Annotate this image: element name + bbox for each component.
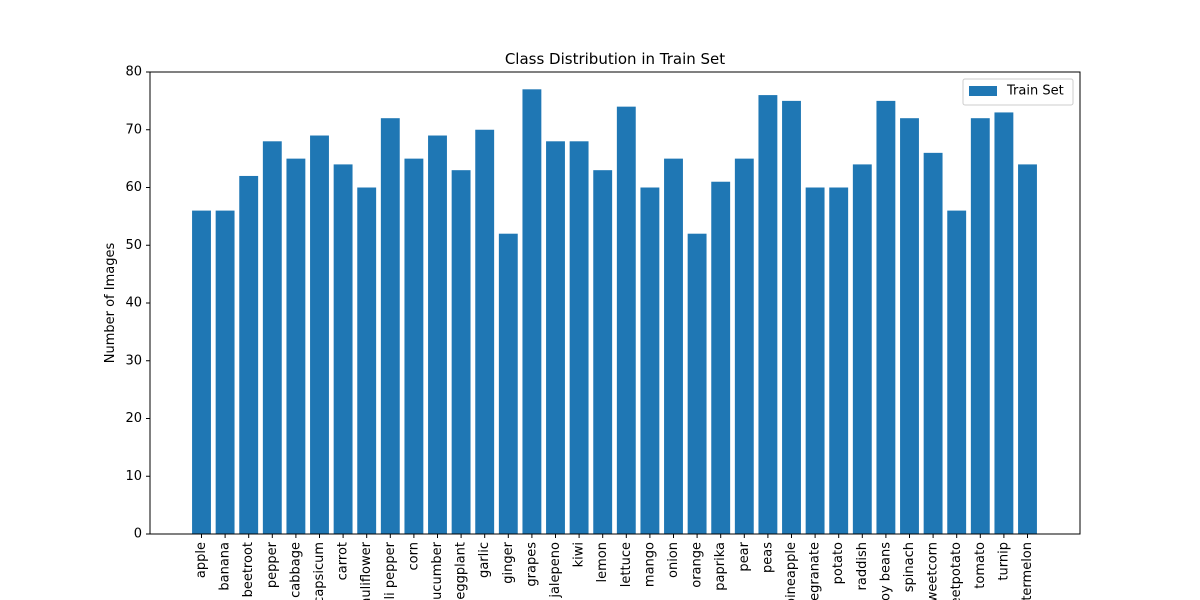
bar-ginger [498,233,518,534]
y-tick-label: 40 [125,296,142,311]
x-tick-label: turnip [996,542,1011,581]
y-tick-label: 60 [125,180,142,195]
x-tick-label: lemon [595,542,610,582]
x-tick-label: kiwi [572,542,587,567]
bar-apple [192,210,211,534]
bar-lemon [593,170,613,534]
x-tick-label: mango [642,542,657,587]
bar-carrot [333,164,353,534]
x-tick-label: jalepeno [548,542,563,599]
x-tick-label: pomegranate [808,542,823,600]
x-tick-label: cauliflower [359,541,374,600]
bar-cucumber [428,135,447,534]
bar-potato [829,187,849,534]
y-tick-label: 0 [134,527,142,542]
x-tick-label: eggplant [454,542,469,600]
bar-raddish [852,164,872,534]
bar-paprika [711,181,731,535]
bar-tomato [970,118,990,534]
bar-beetroot [239,175,259,534]
chart-title: Class Distribution in Train Set [505,50,725,68]
bar-turnip [994,112,1014,535]
bar-cauliflower [357,187,377,534]
bar-corn [404,158,424,535]
bar-banana [215,210,235,534]
bar-kiwi [569,141,589,535]
bar-garlic [475,129,495,534]
bar-onion [664,158,683,535]
x-tick-label: peas [760,542,775,573]
legend: Train Set [962,78,1074,106]
x-tick-label: pineapple [784,542,799,600]
x-tick-label: pear [737,541,752,571]
bar-sweetcorn [923,152,943,534]
x-tick-label: cabbage [288,542,303,598]
bar-pineapple [782,100,801,535]
x-tick-label: spinach [902,542,917,592]
x-tick-label: paprika [713,542,728,591]
x-tick-label: lettuce [619,542,634,587]
x-tick-label: potato [831,542,846,584]
bar-capsicum [310,135,329,534]
bar-pepper [262,141,282,535]
x-axis-ticks: apple banana beetroot pepper cabbage capsicum… [194,534,1035,600]
bar-pear [734,158,754,535]
x-tick-label: raddish [855,542,870,590]
x-tick-label: ginger [501,541,516,583]
y-axis-label: Number of Images [103,243,118,364]
x-tick-label: watermelon [1020,542,1035,600]
bar-sweetpotato [947,210,967,534]
y-tick-label: 50 [125,238,142,253]
x-tick-label: banana [218,542,233,591]
bar-mango [640,187,660,534]
x-tick-label: carrot [336,542,351,580]
x-tick-label: cucumber [430,541,445,600]
x-tick-label: grapes [524,542,539,587]
bar-soy-beans [876,100,896,535]
x-tick-label: apple [194,542,209,578]
bar-jalepeno [546,141,565,535]
bar-peas [758,95,778,534]
bar-eggplant [451,170,471,534]
bar-chilli-pepper [380,118,400,534]
y-tick-label: 70 [125,122,142,137]
legend-label: Train Set [1006,84,1064,99]
x-tick-label: beetroot [241,542,256,597]
y-tick-label: 20 [125,411,142,426]
y-tick-label: 30 [125,353,142,368]
bars-group [192,89,1037,535]
x-tick-label: corn [406,542,421,570]
bar-lettuce [616,106,636,535]
bar-pomegranate [805,187,825,534]
x-tick-label: tomato [973,542,988,589]
plot-frame [149,71,1081,535]
y-axis-ticks: 0 10 20 30 40 50 60 70 80 [125,65,150,542]
x-tick-label: soy beans [878,542,893,600]
y-tick-label: 80 [125,65,142,80]
y-tick-label: 10 [125,469,142,484]
bar-cabbage [286,158,306,535]
x-tick-label: orange [690,542,705,588]
bar-orange [687,233,707,534]
x-tick-label: capsicum [312,542,327,600]
x-tick-label: pepper [265,541,280,588]
x-tick-label: sweetcorn [926,542,941,600]
bar-grapes [522,89,542,534]
x-tick-label: onion [666,542,681,578]
x-tick-label: sweetpotato [949,542,964,600]
x-tick-label: chilli pepper [383,541,398,600]
legend-swatch [969,86,997,96]
bar-spinach [900,118,919,534]
bar-watermelon [1018,164,1037,534]
legend-box [962,78,1074,106]
x-tick-label: garlic [477,542,492,578]
